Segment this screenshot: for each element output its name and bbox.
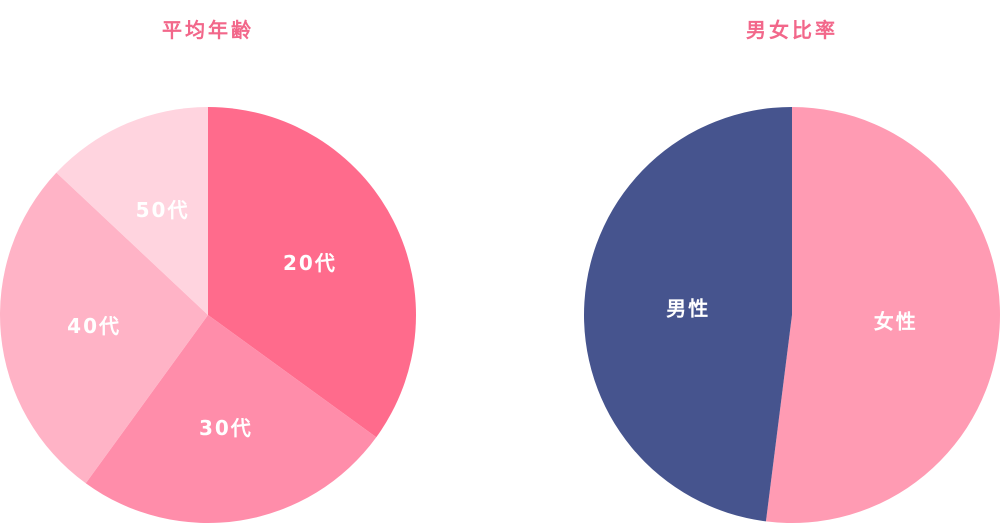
age-slice-label: 20代	[283, 251, 337, 275]
gender-slice-label: 女性	[874, 310, 918, 334]
age-slice-label: 40代	[67, 314, 121, 338]
age-chart-title: 平均年齢	[162, 18, 254, 42]
gender-slice	[583, 107, 792, 522]
age-slice	[0, 172, 208, 484]
age-slice-label: 30代	[199, 416, 253, 440]
age-slice	[56, 107, 208, 315]
age-slice	[85, 315, 377, 523]
gender-slice	[765, 107, 1000, 523]
gender-chart-title: 男女比率	[746, 18, 838, 42]
age-slice-label: 50代	[136, 198, 190, 222]
age-slice	[208, 107, 416, 438]
gender-slice-label: 男性	[666, 296, 710, 320]
